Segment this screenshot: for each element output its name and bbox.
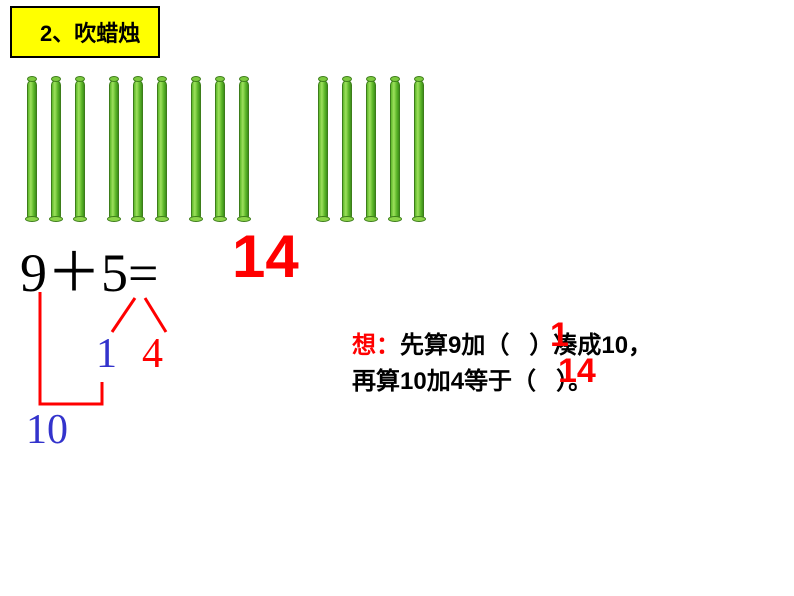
candle-group-9 <box>20 76 256 227</box>
candle-stick <box>213 76 227 222</box>
equation-answer: 14 <box>232 222 299 291</box>
candle-stick <box>155 76 169 222</box>
explain-label: 想： <box>352 332 400 359</box>
title-label: 2、吹蜡烛 <box>10 6 160 58</box>
split-part-4: 4 <box>142 330 163 378</box>
candle-stick <box>412 76 426 222</box>
blank-fill-1: 1 <box>550 316 569 355</box>
candle-stick <box>189 76 203 222</box>
candle-stick <box>25 76 39 222</box>
blank-fill-2: 14 <box>558 352 596 391</box>
candle-stick <box>388 76 402 222</box>
candle-stick <box>131 76 145 222</box>
candle-stick <box>49 76 63 222</box>
split-part-1: 1 <box>96 330 117 378</box>
candle-group-5 <box>311 76 431 227</box>
candle-stick <box>73 76 87 222</box>
combined-ten: 10 <box>26 406 68 454</box>
candle-stick <box>316 76 330 222</box>
candle-stick <box>364 76 378 222</box>
explanation-text: 想：先算9加（ ）凑成10， 再算10加4等于（ ）。 <box>352 328 652 400</box>
candle-stick <box>340 76 354 222</box>
candle-illustration <box>20 76 431 227</box>
candle-stick <box>237 76 251 222</box>
candle-stick <box>107 76 121 222</box>
